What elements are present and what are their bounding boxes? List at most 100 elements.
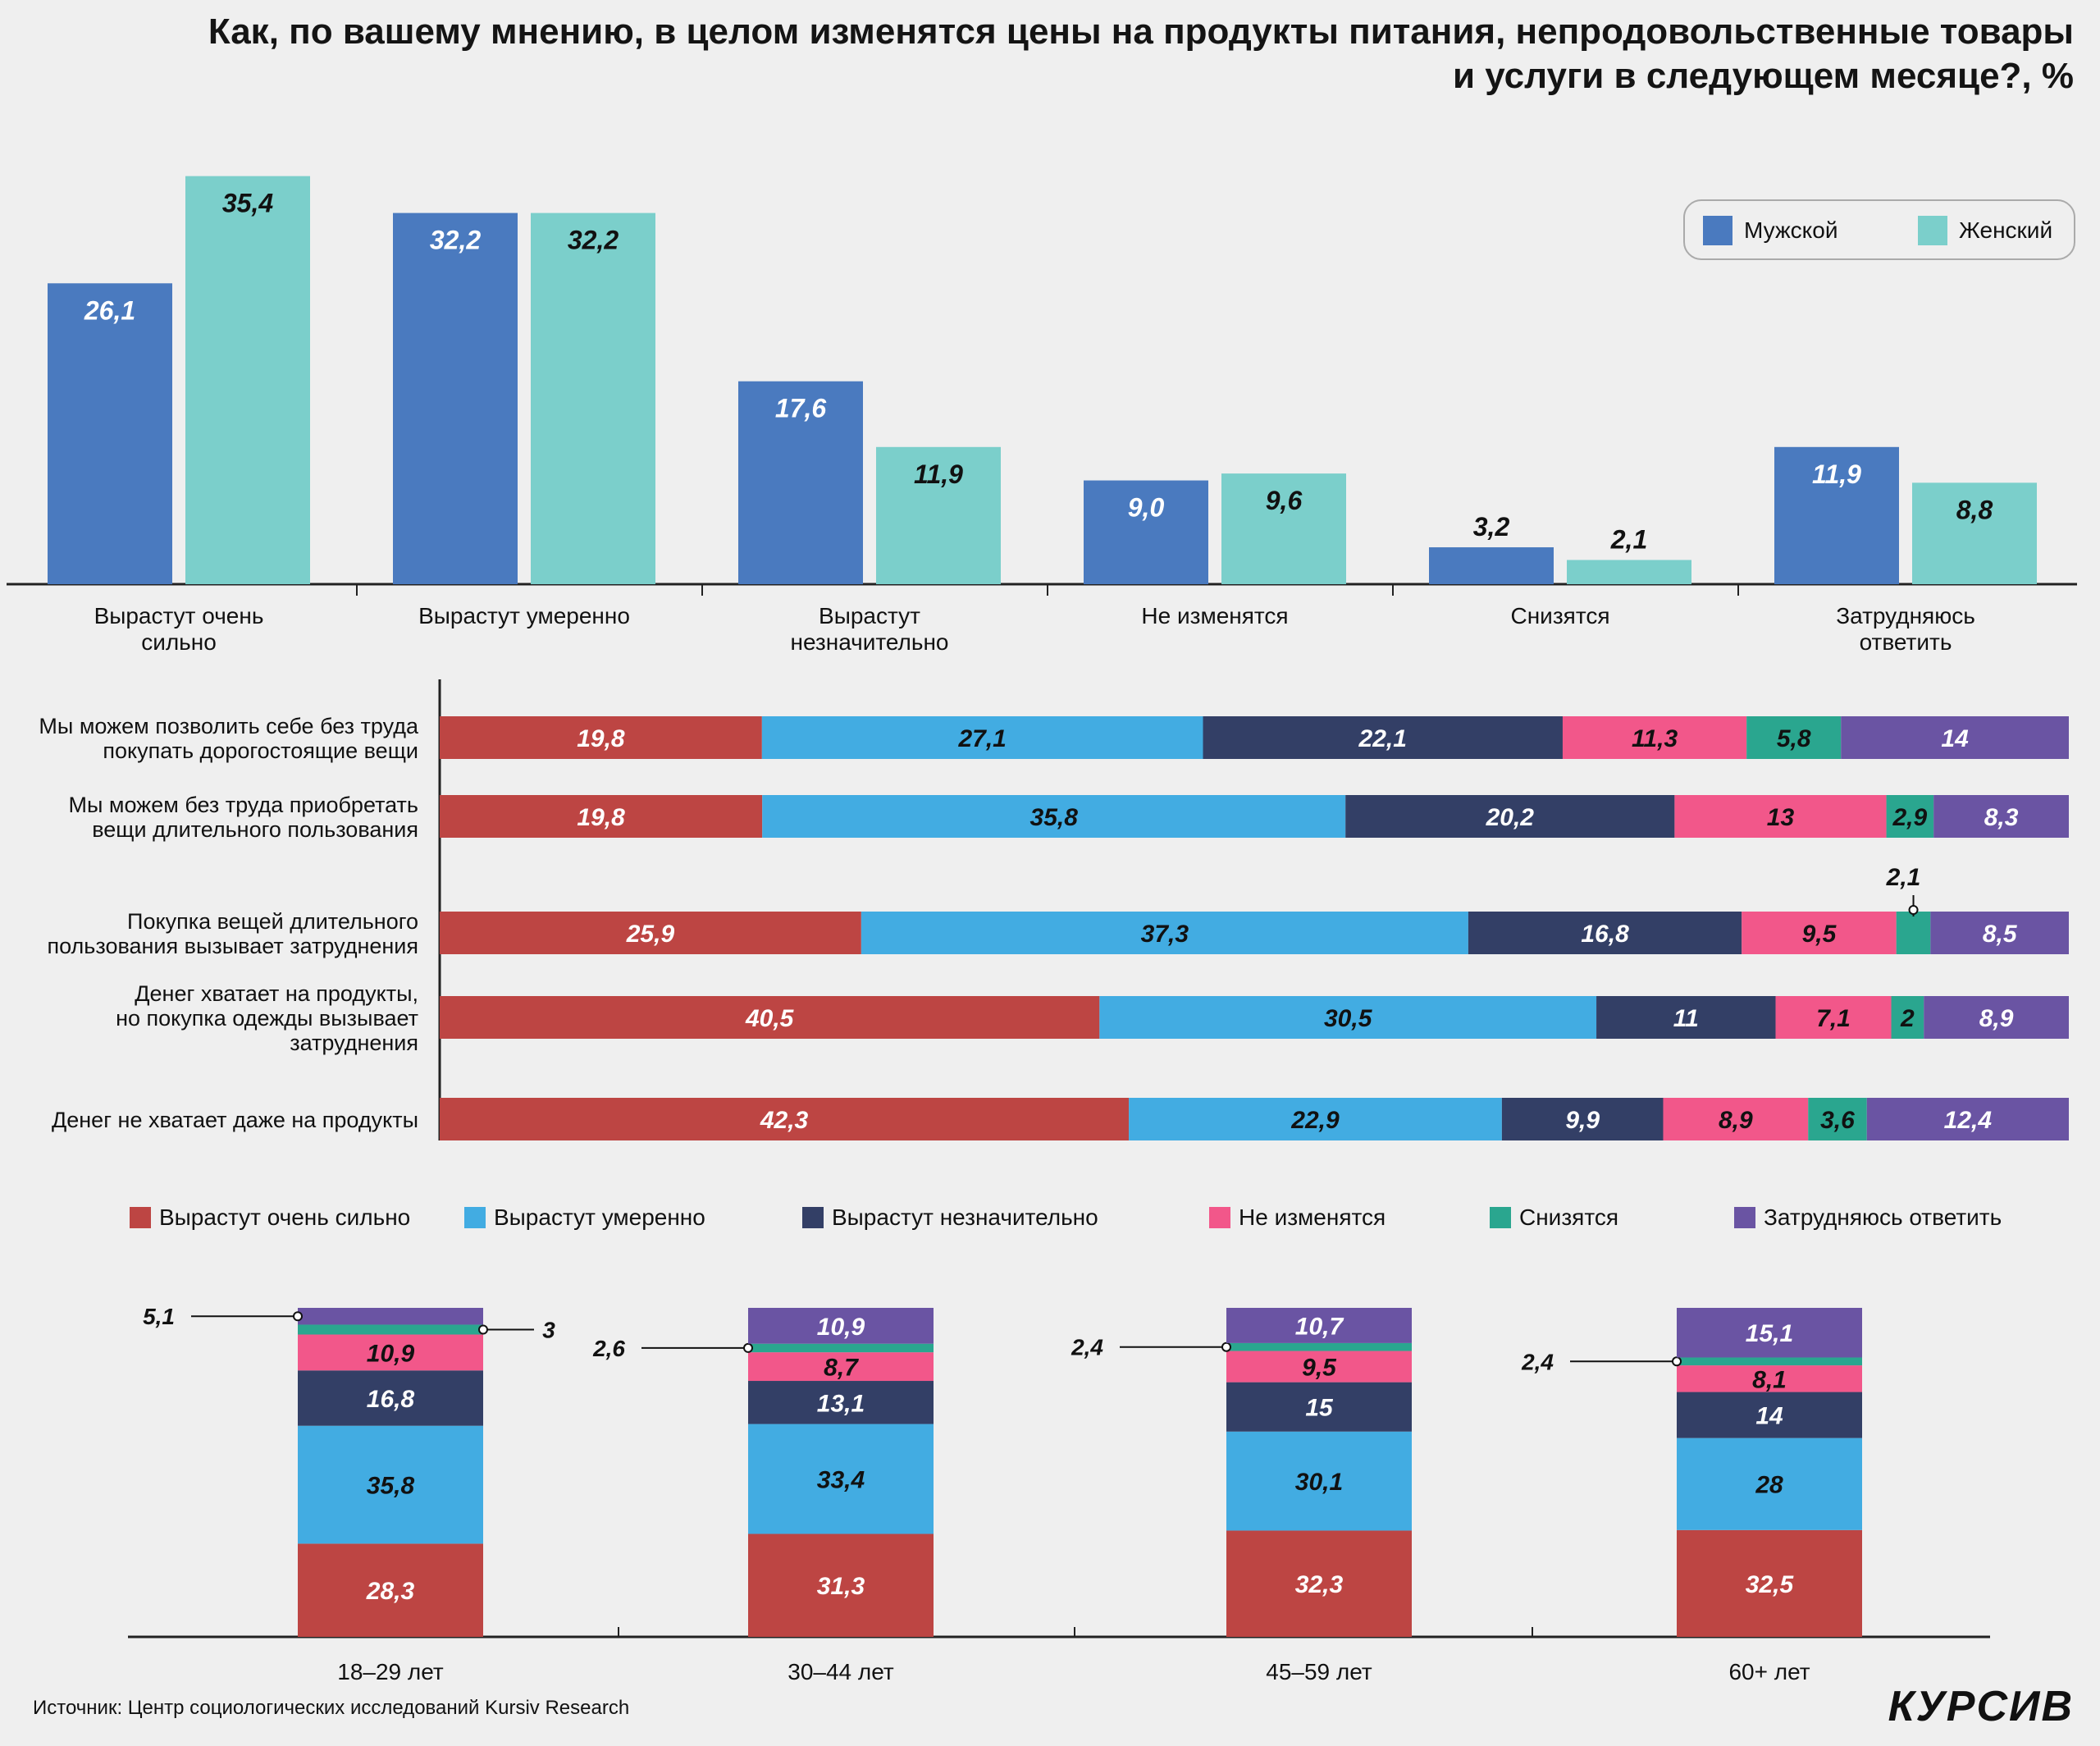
segment-moderate (1129, 1098, 1502, 1140)
legend-item-slight: Вырастут незначительно (802, 1204, 1098, 1231)
segment-moderate (1226, 1431, 1412, 1531)
segment-hard (1924, 996, 2069, 1039)
segment-nochange (1226, 1351, 1412, 1383)
data-label: 10,7 (1295, 1313, 1344, 1340)
y-tick-label: Денег хватает на продукты, (135, 981, 418, 1006)
legend-swatch-female (1918, 216, 1947, 245)
segment-slight (1345, 795, 1675, 838)
data-label: 20,2 (1486, 804, 1535, 831)
data-label: 15,1 (1746, 1320, 1793, 1347)
segment-hard (1677, 1308, 1862, 1358)
source-note: Источник: Центр социологических исследов… (33, 1697, 630, 1719)
segment-moderate (861, 912, 1468, 954)
segment-strong (1677, 1529, 1862, 1637)
answer-legend: Вырастут очень сильно Вырастут умеренно … (0, 1198, 2100, 1239)
segment-strong (440, 912, 861, 954)
data-label: 9,0 (1128, 493, 1165, 523)
segment-nochange (298, 1334, 483, 1371)
segment-strong (440, 795, 763, 838)
y-tick-label: но покупка одежды вызывает (116, 1006, 418, 1031)
legend-item-female: Женский (1918, 216, 2052, 245)
legend-swatch-decrease (1490, 1207, 1511, 1228)
segment-strong (298, 1543, 483, 1637)
legend-label-hard: Затрудняюсь ответить (1764, 1204, 2002, 1230)
segment-moderate (762, 795, 1346, 838)
legend-item-nochange: Не изменятся (1209, 1204, 1386, 1231)
data-label: 13,1 (817, 1390, 865, 1417)
legend-label-nochange: Не изменятся (1239, 1204, 1386, 1230)
bar-female (876, 446, 1001, 584)
legend-label-decrease: Снизятся (1519, 1204, 1618, 1230)
bar-male (738, 381, 863, 584)
bar-male (1774, 446, 1899, 584)
segment-decrease (748, 1343, 934, 1353)
segment-hard (1841, 716, 2069, 759)
data-label: 9,5 (1302, 1355, 1337, 1382)
x-tick-label: Снизятся (1511, 603, 1610, 628)
segment-strong (440, 996, 1100, 1039)
data-label: 11,3 (1632, 725, 1678, 752)
data-label: 35,8 (367, 1473, 415, 1500)
segment-slight (1468, 912, 1742, 954)
segment-decrease (1891, 996, 1924, 1039)
segment-hard (1866, 1098, 2069, 1140)
data-label: 8,8 (1956, 495, 1993, 524)
segment-decrease (1896, 912, 1931, 954)
legend-item-decrease: Снизятся (1490, 1204, 1618, 1231)
data-label: 35,4 (222, 189, 273, 218)
data-label: 11,9 (914, 459, 963, 489)
callout-dot (743, 1342, 753, 1353)
x-tick-label: 30–44 лет (788, 1659, 894, 1684)
legend-swatch-strong (130, 1207, 151, 1228)
data-label: 32,2 (430, 226, 481, 255)
legend-item-hard: Затрудняюсь ответить (1734, 1204, 2002, 1231)
data-label: 2,4 (1521, 1349, 1554, 1374)
data-label: 28,3 (366, 1578, 415, 1605)
data-label: 28 (1755, 1472, 1783, 1499)
data-label: 8,1 (1752, 1366, 1787, 1393)
legend-swatch-nochange (1209, 1207, 1230, 1228)
segment-decrease (1677, 1357, 1862, 1366)
gender-legend: Мужской Женский (1683, 199, 2075, 260)
x-tick-label: 18–29 лет (337, 1659, 444, 1684)
data-label: 2,9 (1892, 804, 1928, 831)
data-label: 11,9 (1812, 459, 1861, 489)
brand-logo: КУРСИВ (1888, 1683, 2074, 1730)
legend-swatch-moderate (464, 1207, 486, 1228)
bar-male (1429, 547, 1554, 584)
bar-female (1912, 482, 2037, 584)
segment-hard (1226, 1308, 1412, 1343)
data-label: 42,3 (760, 1107, 809, 1134)
data-label: 2,4 (1071, 1335, 1103, 1360)
data-label: 9,9 (1565, 1107, 1600, 1134)
legend-label-female: Женский (1959, 217, 2053, 243)
data-label: 19,8 (577, 804, 625, 831)
segment-moderate (1099, 996, 1597, 1039)
chart-title: Как, по вашему мнению, в целом изменятся… (208, 11, 2074, 96)
data-label: 2 (1900, 1005, 1915, 1032)
data-label: 14 (1755, 1403, 1783, 1430)
data-label: 5,1 (143, 1304, 175, 1329)
segment-moderate (748, 1424, 934, 1534)
data-label: 8,9 (1979, 1005, 2014, 1032)
y-tick-label: Мы можем без труда приобретать (69, 793, 419, 817)
bar-female (1221, 473, 1346, 584)
x-tick-label: Вырастут умеренно (418, 603, 630, 628)
legend-swatch-slight (802, 1207, 824, 1228)
x-tick-label: Затрудняюсь (1836, 603, 1975, 628)
legend-item-moderate: Вырастут умеренно (464, 1204, 705, 1231)
segment-hard (1930, 912, 2069, 954)
legend-label-slight: Вырастут незначительно (832, 1204, 1098, 1230)
callout-dot (293, 1311, 303, 1322)
segment-slight (1596, 996, 1776, 1039)
segment-nochange (1775, 996, 1892, 1039)
data-label: 30,5 (1324, 1005, 1373, 1032)
bar-female (185, 176, 310, 584)
segment-strong (748, 1533, 934, 1637)
callout-dot (1672, 1356, 1682, 1367)
data-label: 8,5 (1983, 921, 2018, 948)
x-tick-label: сильно (141, 629, 217, 655)
callout-dot (478, 1324, 488, 1335)
